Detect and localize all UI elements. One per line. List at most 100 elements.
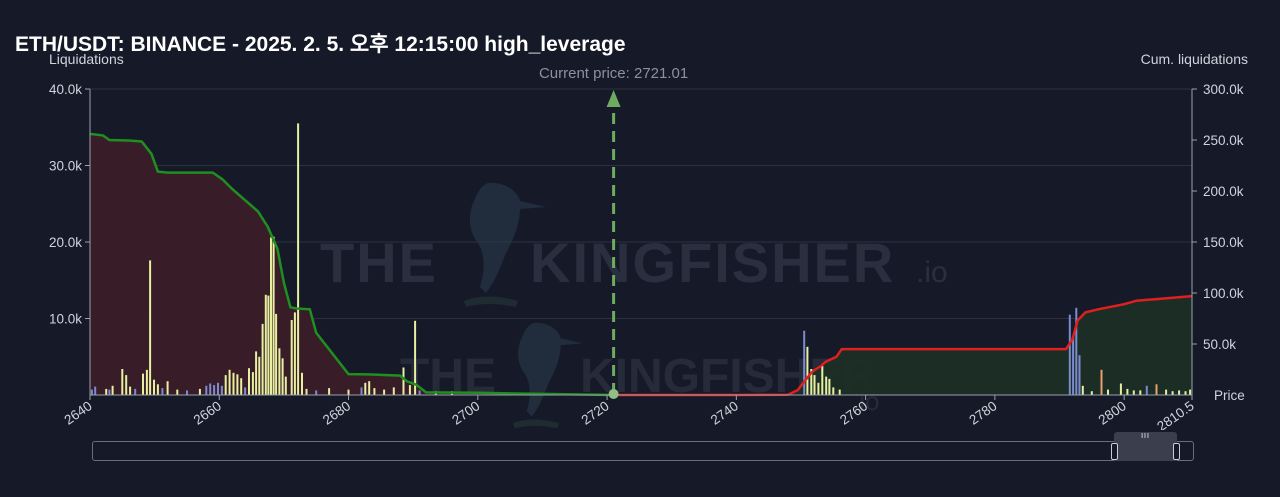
scroller-window[interactable] bbox=[1114, 441, 1177, 461]
long-bar-22 bbox=[217, 382, 219, 395]
long-bar-23 bbox=[220, 385, 223, 395]
long-bar-8 bbox=[134, 388, 137, 395]
left-tick-label-2: 30.0k bbox=[49, 159, 82, 174]
right-tick-label-4: 250.0k bbox=[1203, 133, 1244, 148]
long-bar-56 bbox=[392, 387, 395, 395]
long-bar-2 bbox=[105, 388, 108, 395]
long-bar-14 bbox=[161, 388, 164, 395]
long-bar-41 bbox=[281, 358, 284, 395]
right-tick-label-0: 50.0k bbox=[1203, 337, 1236, 352]
long-bar-5 bbox=[121, 369, 124, 395]
long-bar-37 bbox=[270, 237, 272, 395]
x-tick-label-9: 2810.5 bbox=[1154, 398, 1196, 430]
range-scroller[interactable] bbox=[92, 441, 1194, 461]
x-tick-label-2: 2680 bbox=[320, 398, 353, 428]
long-bar-10 bbox=[145, 369, 148, 395]
short-bar-24 bbox=[1165, 389, 1168, 395]
current-price-label: Current price: 2721.01 bbox=[539, 65, 688, 82]
long-bar-34 bbox=[261, 323, 264, 395]
x-tick-label-7: 2780 bbox=[966, 398, 999, 428]
long-bar-12 bbox=[153, 379, 155, 395]
long-bar-45 bbox=[297, 123, 300, 396]
kingfisher-logo-icon-2-body bbox=[518, 322, 583, 417]
long-bar-19 bbox=[205, 385, 208, 395]
watermark-suffix-1: .io bbox=[916, 256, 948, 289]
right-tick-label-3: 200.0k bbox=[1203, 184, 1244, 199]
left-tick-label-0: 10.0k bbox=[49, 312, 82, 327]
long-cum-line bbox=[89, 132, 614, 397]
long-bar-18 bbox=[198, 388, 201, 395]
long-bar-13 bbox=[156, 384, 159, 395]
long-bar-53 bbox=[368, 381, 371, 395]
long-bar-46 bbox=[301, 372, 303, 395]
long-bar-26 bbox=[232, 372, 235, 395]
long-bar-55 bbox=[383, 389, 386, 395]
right-tick-label-2: 150.0k bbox=[1203, 235, 1244, 250]
long-bar-39 bbox=[275, 313, 278, 395]
long-bar-16 bbox=[176, 389, 179, 395]
kingfisher-logo-icon-2 bbox=[513, 322, 583, 429]
short-bar-22 bbox=[1145, 385, 1148, 395]
current-price-marker: Current price: 2721.01 bbox=[539, 65, 688, 399]
short-bar-25 bbox=[1171, 391, 1174, 395]
x-tick-label-8: 2800 bbox=[1096, 398, 1129, 428]
watermark-brand-2: KINGFISHER bbox=[530, 231, 895, 294]
short-cum-fill bbox=[613, 296, 1192, 395]
long-bar-36 bbox=[267, 295, 270, 395]
long-bar-7 bbox=[129, 386, 132, 395]
long-bar-4 bbox=[111, 385, 114, 395]
long-bar-21 bbox=[213, 385, 216, 395]
cum-area-fills bbox=[90, 133, 1192, 395]
short-bar-20 bbox=[1132, 390, 1135, 395]
long-bar-6 bbox=[125, 375, 128, 395]
long-bar-25 bbox=[228, 369, 231, 395]
long-bar-49 bbox=[328, 388, 331, 395]
long-bar-50 bbox=[347, 389, 350, 395]
long-bar-20 bbox=[209, 383, 212, 395]
long-bar-54 bbox=[373, 388, 376, 395]
right-axis-label: Cum. liquidations bbox=[1140, 51, 1248, 67]
long-bar-27 bbox=[236, 374, 239, 395]
long-bar-40 bbox=[278, 348, 281, 395]
kingfisher-logo-icon-2-perch bbox=[513, 419, 559, 429]
short-bar-8 bbox=[832, 387, 835, 395]
long-bar-11 bbox=[149, 260, 152, 395]
short-bar-6 bbox=[825, 376, 828, 395]
short-bar-2 bbox=[810, 369, 813, 395]
scroller-grip-tab[interactable]: III bbox=[1114, 432, 1177, 441]
kingfisher-logo-icon-body bbox=[469, 182, 546, 293]
long-bar-52 bbox=[364, 382, 367, 395]
short-bar-26 bbox=[1178, 390, 1181, 395]
long-bar-42 bbox=[284, 376, 287, 395]
x-tick-label-0: 2640 bbox=[62, 398, 95, 428]
short-cum-line bbox=[613, 294, 1193, 397]
scroller-right-handle[interactable] bbox=[1173, 443, 1180, 460]
short-bar-9 bbox=[838, 389, 841, 395]
long-bar-51 bbox=[360, 387, 363, 395]
short-bar-0 bbox=[803, 330, 806, 395]
current-price-arrow-icon bbox=[606, 90, 621, 107]
short-bar-5 bbox=[821, 365, 824, 395]
long-bar-29 bbox=[244, 387, 247, 395]
long-bar-60 bbox=[418, 390, 421, 395]
long-bar-33 bbox=[258, 356, 261, 396]
short-bar-17 bbox=[1107, 389, 1109, 395]
long-bar-24 bbox=[224, 375, 227, 395]
short-bar-23 bbox=[1155, 384, 1158, 395]
short-bar-15 bbox=[1090, 391, 1093, 395]
long-bar-38 bbox=[272, 236, 275, 395]
scroller-left-handle[interactable] bbox=[1111, 443, 1118, 460]
long-bar-0 bbox=[90, 389, 93, 395]
axes: 10.0k 20.0k 30.0k 40.0k 50.0k 100.0k 150.0k 200… bbox=[49, 82, 1245, 430]
long-bar-35 bbox=[264, 294, 267, 395]
short-bar-19 bbox=[1126, 388, 1129, 395]
x-axis-label: Price bbox=[1214, 388, 1245, 403]
short-bar-3 bbox=[813, 375, 816, 395]
short-bar-16 bbox=[1100, 369, 1103, 395]
long-bar-48 bbox=[315, 390, 318, 395]
left-tick-label-1: 20.0k bbox=[49, 235, 82, 250]
long-bar-47 bbox=[305, 388, 308, 395]
long-bar-1 bbox=[94, 386, 97, 395]
short-bar-21 bbox=[1139, 390, 1142, 395]
